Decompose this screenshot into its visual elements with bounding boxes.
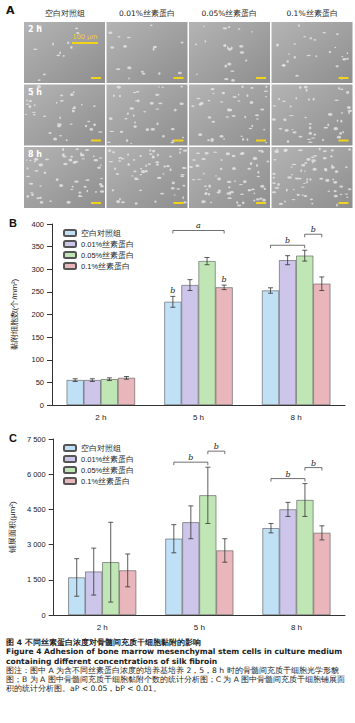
svg-text:0: 0 [40, 401, 44, 410]
svg-text:0.1%丝素蛋白: 0.1%丝素蛋白 [81, 262, 130, 271]
svg-text:6 000: 6 000 [27, 470, 46, 479]
svg-text:200: 200 [31, 310, 44, 319]
svg-text:b: b [285, 236, 290, 245]
svg-text:0.05%丝素蛋白: 0.05%丝素蛋白 [81, 466, 134, 475]
svg-text:空白对照组: 空白对照组 [81, 444, 121, 453]
html-text:Figure 4 Adhesion of bone marr: Figure 4 Adhesion of bone marrow mesench… [6, 647, 343, 666]
svg-text:5 h: 5 h [193, 413, 204, 422]
svg-text:空白对照组: 空白对照组 [81, 229, 121, 238]
svg-text:黏附细胞数(个/mm²): 黏附细胞数(个/mm²) [10, 278, 19, 350]
svg-text:a: a [196, 221, 201, 230]
svg-text:空白对照组: 空白对照组 [45, 9, 85, 18]
svg-text:2 h: 2 h [95, 413, 106, 422]
svg-text:8 h: 8 h [291, 623, 302, 632]
svg-text:b: b [170, 286, 175, 295]
svg-text:5 h: 5 h [194, 623, 205, 632]
html-text:图 4 不同丝素蛋白浓度对骨髓间充质干细胞黏附的影响: 图 4 不同丝素蛋白浓度对骨髓间充质干细胞黏附的影响 [6, 638, 201, 647]
svg-text:0.01%丝素蛋白: 0.01%丝素蛋白 [81, 455, 134, 464]
svg-text:b: b [311, 225, 316, 234]
svg-text:b: b [222, 275, 227, 284]
svg-text:2 h: 2 h [28, 25, 42, 34]
svg-text:C: C [9, 432, 17, 444]
svg-text:0: 0 [41, 611, 45, 620]
svg-text:0.01%丝素蛋白: 0.01%丝素蛋白 [81, 240, 134, 249]
svg-text:b: b [188, 453, 193, 462]
svg-text:0.1%丝素蛋白: 0.1%丝素蛋白 [81, 477, 130, 486]
svg-text:3 000: 3 000 [27, 540, 46, 549]
svg-text:100 μm: 100 μm [73, 33, 98, 41]
svg-text:b: b [311, 459, 316, 468]
svg-text:5 h: 5 h [28, 88, 42, 97]
svg-text:50: 50 [36, 378, 44, 387]
svg-text:150: 150 [31, 333, 44, 342]
svg-text:4 500: 4 500 [27, 505, 46, 514]
html-text:图注：图中 A 为含不同丝素蛋白浓度的培养基培养 2，5，8: 图注：图中 A 为含不同丝素蛋白浓度的培养基培养 2，5，8 h 时的骨髓间充质… [6, 665, 346, 694]
svg-text:0.05%丝素蛋白: 0.05%丝素蛋白 [81, 251, 134, 260]
svg-text:300: 300 [31, 265, 44, 274]
svg-text:350: 350 [31, 242, 44, 251]
svg-text:7 500: 7 500 [27, 435, 46, 444]
svg-text:2 h: 2 h [97, 623, 108, 632]
svg-text:b: b [214, 442, 219, 451]
svg-text:b: b [285, 470, 290, 479]
svg-text:0.01%丝素蛋白: 0.01%丝素蛋白 [119, 9, 175, 18]
svg-text:8 h: 8 h [28, 150, 42, 159]
svg-text:0.05%丝素蛋白: 0.05%丝素蛋白 [202, 9, 258, 18]
svg-text:250: 250 [31, 287, 44, 296]
svg-text:A: A [6, 4, 15, 17]
svg-text:0.1%丝素蛋白: 0.1%丝素蛋白 [286, 9, 337, 18]
svg-text:400: 400 [31, 220, 44, 229]
svg-text:B: B [9, 217, 17, 229]
svg-text:铺展面积(μm²): 铺展面积(μm²) [8, 501, 17, 554]
svg-text:1 500: 1 500 [27, 575, 46, 584]
svg-text:100: 100 [31, 355, 44, 364]
svg-text:8 h: 8 h [291, 413, 302, 422]
